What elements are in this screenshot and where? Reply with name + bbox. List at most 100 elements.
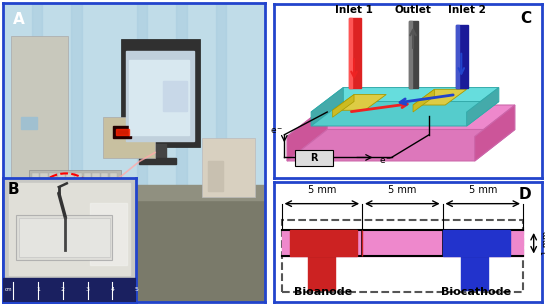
Bar (71, 3, 82, 188)
Polygon shape (311, 88, 343, 126)
Polygon shape (287, 105, 327, 161)
Text: D: D (518, 187, 531, 202)
Bar (137, 3, 147, 188)
Bar (443, 230, 510, 257)
Bar (295, 150, 332, 166)
Bar (126, 51, 195, 141)
Text: 2: 2 (61, 287, 65, 292)
Bar (75, 179, 82, 183)
Bar (3, 278, 136, 302)
Bar (32, 184, 39, 188)
Polygon shape (413, 89, 434, 112)
Bar (349, 18, 361, 88)
Bar (101, 174, 108, 178)
Bar (282, 221, 523, 292)
Text: 1 mm: 1 mm (542, 231, 545, 255)
Bar (110, 179, 117, 183)
Bar (215, 3, 226, 188)
Text: Outlet: Outlet (395, 5, 432, 16)
Bar (29, 170, 121, 191)
Polygon shape (287, 105, 515, 136)
Bar (92, 174, 100, 178)
Text: A: A (13, 12, 25, 27)
Polygon shape (311, 88, 499, 112)
Bar (282, 230, 523, 257)
Polygon shape (413, 89, 467, 105)
Text: 5: 5 (135, 287, 139, 292)
Bar (92, 184, 100, 188)
Bar (89, 203, 127, 265)
Text: 4: 4 (110, 287, 114, 292)
Bar (40, 184, 47, 188)
Bar (176, 3, 186, 188)
Bar (129, 60, 189, 135)
Polygon shape (332, 95, 354, 117)
Bar (163, 81, 186, 111)
Text: Bioanode: Bioanode (294, 287, 352, 297)
Bar (3, 191, 265, 302)
Bar (101, 184, 108, 188)
Bar (66, 174, 74, 178)
Bar (10, 36, 69, 185)
Text: e$^-$: e$^-$ (270, 127, 283, 136)
Bar (75, 174, 82, 178)
Bar (140, 159, 176, 164)
Text: 5 mm: 5 mm (469, 185, 497, 195)
Bar (49, 179, 56, 183)
Bar (456, 25, 468, 88)
Bar (19, 218, 110, 257)
Ellipse shape (29, 202, 92, 232)
Bar (40, 179, 47, 183)
Bar (58, 179, 65, 183)
Text: 3: 3 (86, 287, 89, 292)
Text: R: R (310, 153, 318, 163)
Bar (9, 183, 130, 275)
Bar (349, 18, 352, 88)
Bar (83, 174, 91, 178)
Bar (92, 179, 100, 183)
Bar (49, 174, 56, 178)
Bar (101, 179, 108, 183)
Bar (153, 144, 166, 161)
Bar (16, 215, 112, 260)
Polygon shape (332, 95, 386, 110)
Polygon shape (475, 105, 515, 161)
Bar (66, 184, 74, 188)
Bar (75, 184, 82, 188)
Polygon shape (287, 130, 515, 161)
Bar (3, 185, 265, 200)
Bar (49, 184, 56, 188)
Text: B: B (8, 182, 20, 197)
Bar (32, 3, 42, 188)
Bar (102, 117, 155, 159)
Polygon shape (467, 88, 499, 126)
Text: C: C (520, 11, 531, 26)
Bar (40, 174, 47, 178)
Bar (113, 126, 131, 138)
Bar (58, 174, 65, 178)
Bar (456, 25, 459, 88)
Bar (83, 184, 91, 188)
Bar (121, 39, 200, 146)
Bar (58, 184, 65, 188)
Ellipse shape (82, 203, 102, 224)
Bar (32, 174, 39, 178)
Bar (110, 174, 117, 178)
Bar (3, 3, 265, 188)
Bar (21, 117, 37, 129)
Text: cm: cm (4, 287, 12, 292)
Polygon shape (311, 102, 499, 126)
Bar (110, 184, 117, 188)
Bar (409, 21, 419, 88)
Text: Inlet 2: Inlet 2 (447, 5, 486, 16)
Ellipse shape (10, 188, 26, 200)
Bar (409, 21, 411, 88)
Bar (3, 178, 136, 280)
Bar (32, 179, 39, 183)
Text: e$^-$: e$^-$ (379, 156, 393, 166)
Text: 5 mm: 5 mm (308, 185, 336, 195)
Bar (208, 161, 223, 191)
Text: 5 mm: 5 mm (388, 185, 416, 195)
Text: Inlet 1: Inlet 1 (335, 5, 373, 16)
Bar (461, 257, 488, 290)
